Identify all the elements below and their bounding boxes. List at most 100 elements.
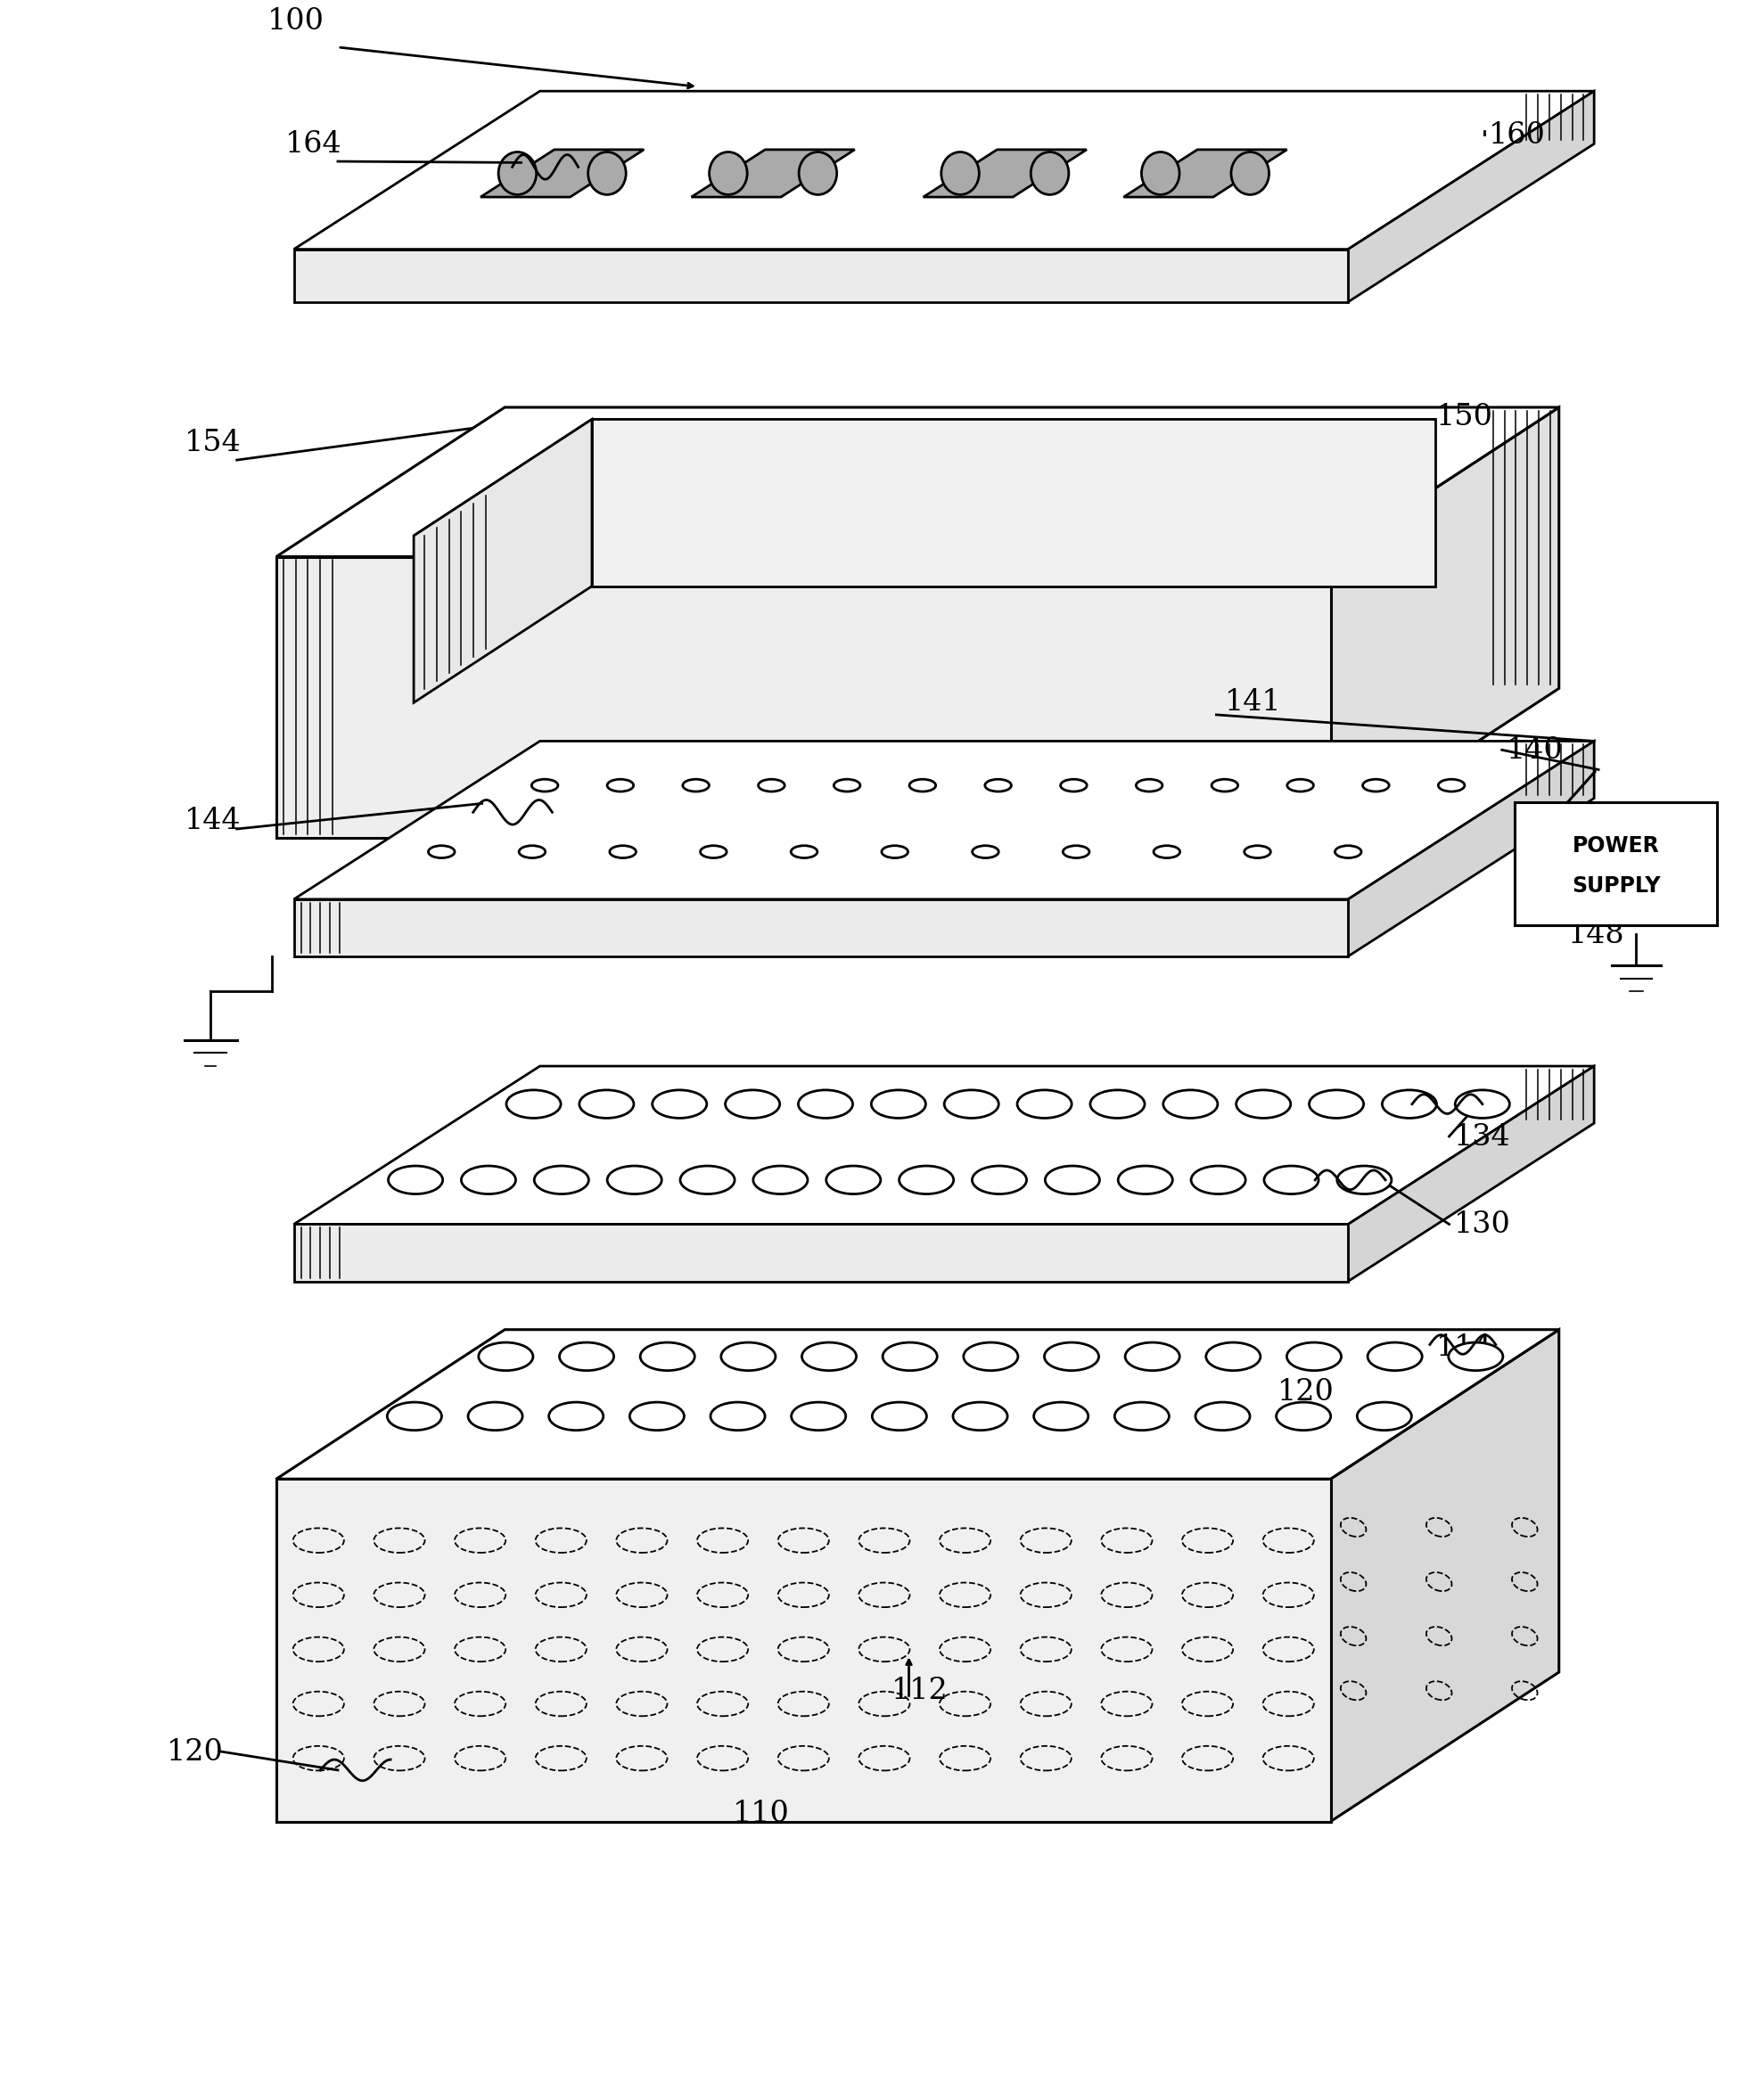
Ellipse shape [953, 1403, 1007, 1430]
Ellipse shape [984, 779, 1011, 792]
Ellipse shape [1456, 1090, 1510, 1117]
Polygon shape [294, 899, 1348, 956]
Polygon shape [276, 1329, 1559, 1478]
Ellipse shape [726, 1090, 781, 1117]
Ellipse shape [1044, 1342, 1099, 1371]
Ellipse shape [1438, 779, 1464, 792]
Ellipse shape [1449, 1342, 1503, 1371]
Ellipse shape [710, 1403, 765, 1430]
Text: 154: 154 [185, 428, 241, 458]
Ellipse shape [798, 151, 837, 195]
Ellipse shape [802, 1342, 856, 1371]
Ellipse shape [1153, 846, 1180, 859]
Text: 120: 120 [167, 1737, 223, 1766]
Ellipse shape [1245, 846, 1271, 859]
Ellipse shape [833, 779, 860, 792]
Polygon shape [413, 420, 1435, 536]
Ellipse shape [1338, 1166, 1392, 1195]
Ellipse shape [1276, 1403, 1331, 1430]
Text: 160: 160 [1489, 122, 1545, 149]
Polygon shape [294, 1067, 1595, 1224]
Ellipse shape [791, 1403, 846, 1430]
Ellipse shape [721, 1342, 775, 1371]
Polygon shape [1331, 407, 1559, 838]
Ellipse shape [1090, 1090, 1144, 1117]
Ellipse shape [680, 1166, 735, 1195]
Ellipse shape [499, 151, 536, 195]
Text: POWER: POWER [1572, 836, 1660, 857]
Ellipse shape [963, 1342, 1018, 1371]
Polygon shape [294, 250, 1348, 302]
Ellipse shape [519, 846, 545, 859]
Ellipse shape [872, 1090, 926, 1117]
Text: 141: 141 [1225, 689, 1282, 716]
Ellipse shape [461, 1166, 515, 1195]
Ellipse shape [1060, 779, 1086, 792]
Text: 150: 150 [1436, 403, 1493, 430]
Ellipse shape [607, 1166, 661, 1195]
Ellipse shape [682, 779, 708, 792]
Ellipse shape [478, 1342, 533, 1371]
Ellipse shape [1236, 1090, 1290, 1117]
Polygon shape [1348, 90, 1595, 302]
Ellipse shape [652, 1090, 707, 1117]
Text: 110: 110 [733, 1800, 789, 1827]
Polygon shape [480, 149, 643, 197]
Ellipse shape [607, 779, 633, 792]
Ellipse shape [548, 1403, 603, 1430]
Polygon shape [923, 149, 1086, 197]
Ellipse shape [752, 1166, 807, 1195]
Ellipse shape [972, 1166, 1027, 1195]
Ellipse shape [1287, 1342, 1341, 1371]
Polygon shape [691, 149, 854, 197]
Ellipse shape [826, 1166, 881, 1195]
Ellipse shape [1334, 846, 1361, 859]
Ellipse shape [883, 1342, 937, 1371]
Polygon shape [1123, 149, 1287, 197]
Polygon shape [276, 407, 1559, 556]
Ellipse shape [941, 151, 979, 195]
Ellipse shape [629, 1403, 684, 1430]
Text: 114: 114 [1436, 1334, 1493, 1363]
Ellipse shape [531, 779, 557, 792]
Polygon shape [276, 1478, 1331, 1821]
Text: SUPPLY: SUPPLY [1572, 876, 1661, 897]
Text: 112: 112 [891, 1676, 948, 1705]
Ellipse shape [1044, 1166, 1099, 1195]
Text: 148: 148 [1568, 922, 1624, 949]
Ellipse shape [758, 779, 784, 792]
Ellipse shape [1136, 779, 1162, 792]
Text: 140: 140 [1507, 737, 1563, 764]
Ellipse shape [1287, 779, 1313, 792]
Text: 120: 120 [1278, 1378, 1334, 1407]
Ellipse shape [468, 1403, 522, 1430]
Ellipse shape [1115, 1403, 1169, 1430]
Text: 144: 144 [185, 806, 241, 836]
Polygon shape [294, 1224, 1348, 1281]
Ellipse shape [972, 846, 999, 859]
Ellipse shape [1141, 151, 1180, 195]
Polygon shape [1348, 741, 1595, 956]
Ellipse shape [587, 151, 626, 195]
Polygon shape [1348, 1067, 1595, 1281]
Ellipse shape [1118, 1166, 1173, 1195]
Ellipse shape [389, 1166, 443, 1195]
Ellipse shape [944, 1090, 999, 1117]
Ellipse shape [1125, 1342, 1180, 1371]
Ellipse shape [580, 1090, 635, 1117]
Ellipse shape [872, 1403, 926, 1430]
Polygon shape [276, 556, 1331, 838]
Ellipse shape [1192, 1166, 1246, 1195]
Text: 134: 134 [1454, 1124, 1510, 1151]
Ellipse shape [1034, 1403, 1088, 1430]
Ellipse shape [1264, 1166, 1318, 1195]
Ellipse shape [1211, 779, 1238, 792]
Ellipse shape [506, 1090, 561, 1117]
Ellipse shape [1164, 1090, 1218, 1117]
Ellipse shape [559, 1342, 614, 1371]
Ellipse shape [798, 1090, 853, 1117]
Ellipse shape [1231, 151, 1269, 195]
Polygon shape [592, 420, 1435, 586]
Text: 130: 130 [1454, 1212, 1510, 1239]
Polygon shape [1331, 1329, 1559, 1821]
